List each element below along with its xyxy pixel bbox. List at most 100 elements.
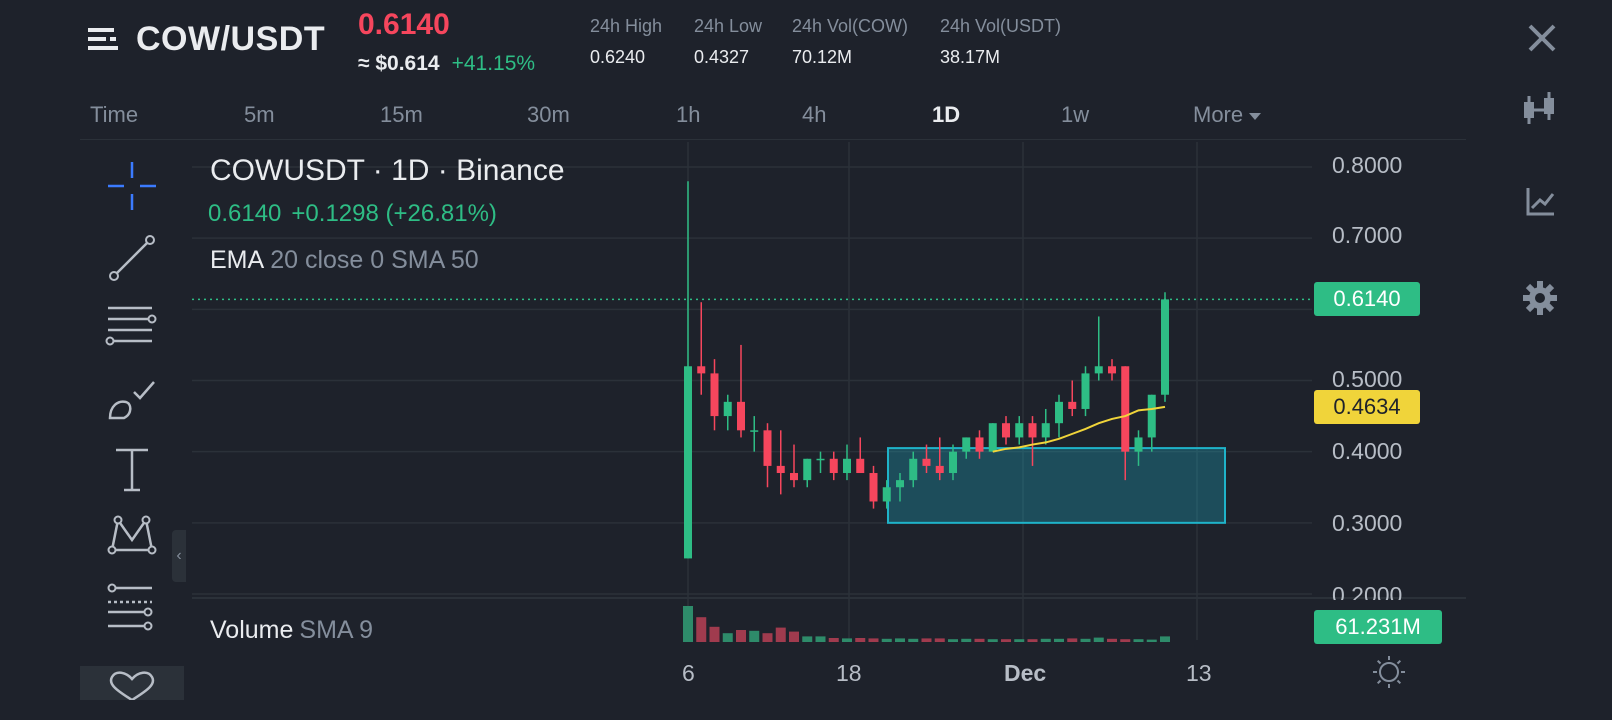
candle-body bbox=[843, 458, 851, 474]
date-axis-label: Dec bbox=[1004, 660, 1047, 686]
legend-title: COWUSDT · 1D · Binance bbox=[210, 154, 565, 187]
timeframe-15m[interactable]: 15m bbox=[380, 102, 423, 127]
timeframe-30m[interactable]: 30m bbox=[527, 102, 570, 127]
timeframe-1h[interactable]: 1h bbox=[676, 102, 701, 127]
candle-body bbox=[790, 473, 798, 481]
collapse-toolbar-button[interactable]: ‹ bbox=[172, 530, 186, 582]
volume-bar bbox=[815, 636, 826, 642]
indicator-legend[interactable]: EMA 20 close 0 SMA 50 bbox=[210, 246, 479, 275]
volume-bar bbox=[762, 633, 773, 642]
price-axis-label: 0.8000 bbox=[1332, 152, 1403, 178]
candle-body bbox=[896, 480, 904, 488]
stat-24h-high: 24h High 0.6240 bbox=[590, 16, 662, 68]
candle-body bbox=[763, 430, 772, 466]
volume-bar bbox=[974, 638, 985, 642]
gear-icon[interactable] bbox=[1520, 278, 1560, 318]
indicator-settings-icon[interactable] bbox=[104, 580, 160, 636]
volume-bar bbox=[1093, 637, 1104, 642]
volume-bar bbox=[722, 633, 733, 642]
price-axis-label: 0.3000 bbox=[1332, 510, 1403, 536]
volume-bar bbox=[881, 638, 892, 642]
sun-icon-core bbox=[1379, 662, 1399, 682]
trend-line-icon[interactable] bbox=[104, 230, 160, 286]
volume-bar bbox=[868, 638, 879, 642]
ema-polyline bbox=[992, 405, 1166, 453]
timeframe-time[interactable]: Time bbox=[90, 102, 139, 127]
candle-body bbox=[935, 465, 944, 474]
stat-value: 38.17M bbox=[940, 47, 1001, 67]
candles bbox=[684, 181, 1169, 559]
timeframe-4h[interactable]: 4h bbox=[802, 102, 827, 127]
volume-bar bbox=[775, 627, 786, 642]
last-price: 0.6140 bbox=[358, 8, 450, 41]
date-axis-label: 18 bbox=[836, 660, 862, 686]
stat-label: 24h Vol(COW) bbox=[792, 16, 909, 36]
candle-body bbox=[1081, 373, 1090, 409]
stat-label: 24h Low bbox=[694, 16, 763, 36]
candle-body bbox=[882, 487, 891, 502]
candle-body bbox=[697, 366, 706, 374]
menu-icon[interactable] bbox=[88, 24, 120, 56]
candle-body bbox=[1121, 366, 1130, 452]
timeframe-5m[interactable]: 5m bbox=[244, 102, 275, 127]
crosshair-icon[interactable] bbox=[104, 158, 160, 214]
volume-bar bbox=[828, 638, 839, 642]
timeframe-more[interactable]: More bbox=[1193, 102, 1262, 128]
stat-24h-low: 24h Low 0.4327 bbox=[694, 16, 762, 68]
change-percent: +41.15% bbox=[451, 52, 536, 75]
sun-icon-ray bbox=[1376, 659, 1382, 665]
chart-type-icon[interactable] bbox=[1520, 182, 1560, 222]
sun-icon-ray bbox=[1396, 659, 1402, 665]
favorites-button[interactable] bbox=[80, 666, 184, 700]
more-label: More bbox=[1193, 102, 1244, 127]
volume-bar bbox=[1133, 639, 1144, 642]
candle-body bbox=[776, 465, 785, 474]
candle-body bbox=[723, 401, 732, 417]
candle-body bbox=[1002, 423, 1010, 438]
volume-bar bbox=[789, 631, 799, 642]
price-axis-label: 0.2000 bbox=[1332, 582, 1403, 600]
theme-sun-icon bbox=[1373, 656, 1405, 688]
candle-body bbox=[1015, 423, 1024, 438]
candle-body bbox=[922, 458, 931, 466]
fib-lines-icon[interactable] bbox=[104, 300, 160, 356]
candle-body bbox=[1068, 401, 1077, 409]
candle-body bbox=[750, 430, 759, 432]
candlestick-icon[interactable] bbox=[1520, 90, 1560, 130]
candle-body bbox=[856, 458, 865, 474]
sun-icon-ray bbox=[1376, 679, 1382, 685]
volume-legend[interactable]: Volume SMA 9 bbox=[210, 616, 373, 645]
close-icon[interactable] bbox=[1522, 18, 1562, 58]
candle-body bbox=[1134, 437, 1143, 452]
ema-price-tag: 0.4634 bbox=[1314, 390, 1420, 424]
candle-body bbox=[684, 366, 692, 559]
timeframe-1d[interactable]: 1D bbox=[932, 102, 961, 127]
pair-selector[interactable]: COW/USDT bbox=[88, 20, 325, 59]
candle-body bbox=[975, 437, 984, 452]
stat-24h-vol-cow: 24h Vol(COW) 70.12M bbox=[792, 16, 908, 68]
timeframe-1w[interactable]: 1w bbox=[1061, 102, 1090, 127]
candle-body bbox=[1055, 401, 1063, 424]
stat-label: 24h High bbox=[590, 16, 663, 36]
candle-body bbox=[1028, 423, 1037, 438]
volume-bar bbox=[802, 636, 813, 642]
candle-body bbox=[1041, 423, 1050, 438]
drawing-toolbar bbox=[80, 150, 184, 700]
volume-bar bbox=[921, 638, 932, 642]
pair-name[interactable]: COW/USDT bbox=[136, 20, 326, 58]
candle-body bbox=[1094, 366, 1103, 374]
volume-name: Volume bbox=[210, 616, 294, 644]
volume-bar bbox=[1040, 638, 1051, 642]
sun-icon-ray bbox=[1396, 679, 1402, 685]
heart-icon bbox=[109, 671, 155, 700]
volume-bar bbox=[1107, 638, 1117, 642]
volume-bar bbox=[895, 638, 905, 642]
pattern-icon[interactable] bbox=[104, 508, 160, 564]
volume-bar bbox=[842, 638, 852, 642]
volume-bar bbox=[736, 630, 746, 642]
date-axis-label: 6 bbox=[682, 660, 695, 686]
rectangle-drawing bbox=[887, 447, 1226, 524]
text-tool-icon[interactable] bbox=[104, 442, 160, 498]
brush-icon[interactable] bbox=[104, 372, 160, 428]
